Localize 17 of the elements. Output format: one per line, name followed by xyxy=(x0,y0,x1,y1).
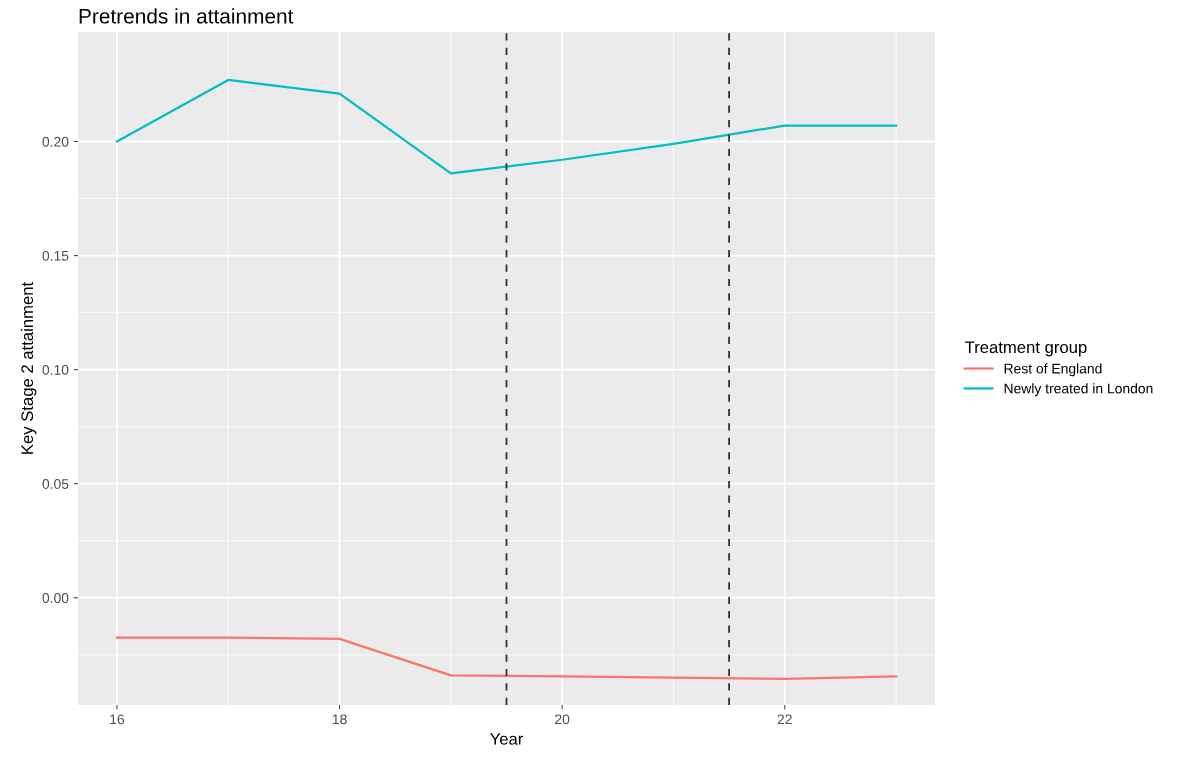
y-tick-label: 0.10 xyxy=(42,364,69,375)
y-tick-label: 0.15 xyxy=(42,250,69,261)
y-axis-title: Key Stage 2 attainment xyxy=(20,281,37,454)
x-axis-title: Year xyxy=(490,733,524,745)
y-tick-label: 0.00 xyxy=(42,593,69,603)
line-series xyxy=(115,78,898,175)
x-tick-label: 20 xyxy=(555,714,570,725)
x-tick-label: 22 xyxy=(777,714,792,725)
chart-title: Pretrends in attainment xyxy=(79,8,294,24)
x-tick-label: 16 xyxy=(110,714,125,725)
y-tick-label: 0.20 xyxy=(42,136,69,147)
legend-title: Treatment group xyxy=(965,341,1087,357)
line-series xyxy=(115,636,898,680)
legend-label: Newly treated in London xyxy=(1004,383,1153,397)
y-tick-label: 0.05 xyxy=(42,479,69,489)
x-tick-label: 18 xyxy=(332,714,347,725)
legend-label: Rest of England xyxy=(1004,363,1102,377)
